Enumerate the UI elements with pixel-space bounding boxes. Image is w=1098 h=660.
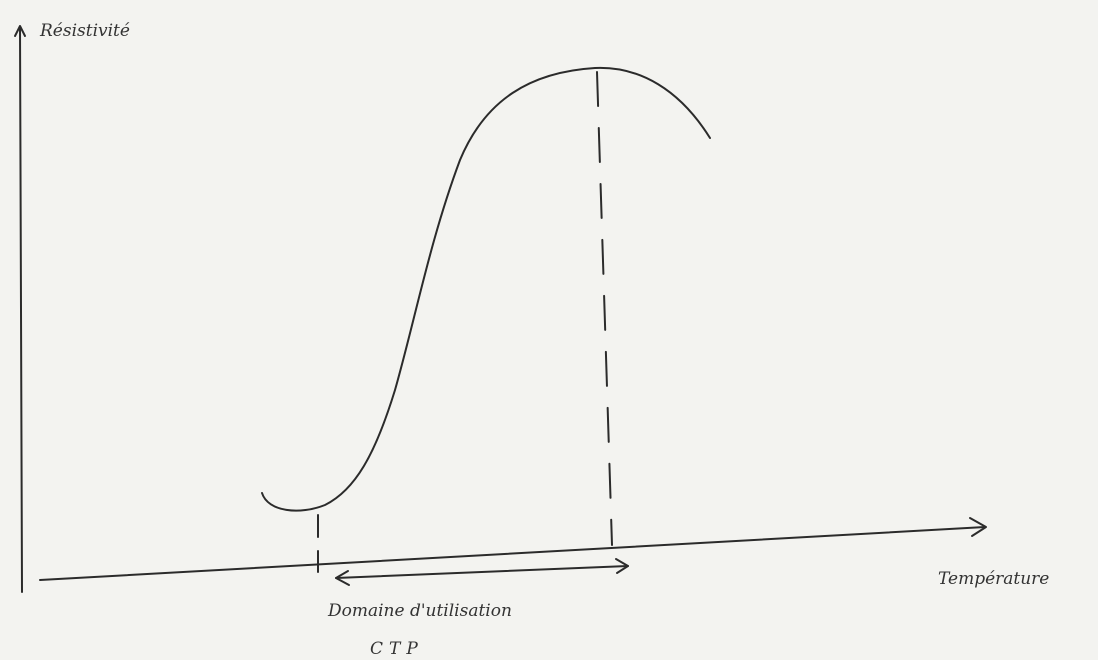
paper	[0, 0, 1098, 660]
range-label: Domaine d'utilisation	[327, 601, 512, 621]
x-axis-label: Température	[938, 569, 1049, 589]
y-axis-label: Résistivité	[39, 21, 130, 41]
page: Résistivité Température Domaine d'utilis…	[0, 0, 1098, 660]
diagram: Résistivité Température Domaine d'utilis…	[0, 0, 1098, 660]
component-label: CTP	[370, 639, 424, 659]
